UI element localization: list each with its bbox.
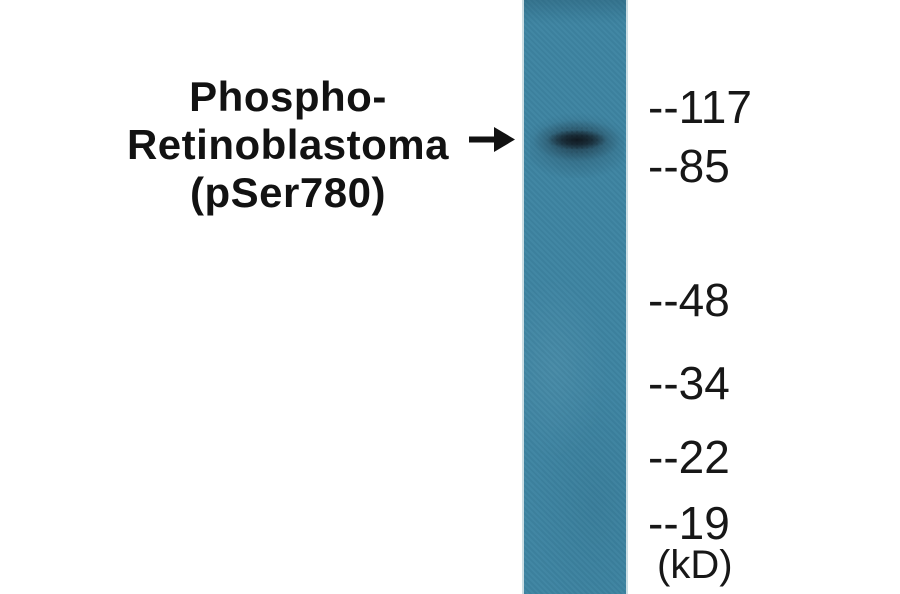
marker-48: --48 <box>648 274 730 326</box>
protein-band <box>530 106 624 178</box>
marker-19: --19 <box>648 497 730 549</box>
blot-lane <box>522 0 628 594</box>
arrow-right-icon <box>469 127 515 152</box>
marker-22: --22 <box>648 431 730 483</box>
antibody-label: Phospho- Retinoblastoma (pSer780) <box>98 73 478 217</box>
marker-117: --117 <box>648 81 752 133</box>
unit-label-kd: (kD) <box>657 543 733 587</box>
marker-34: --34 <box>648 357 730 409</box>
marker-85: --85 <box>648 140 730 192</box>
antibody-label-line-3: (pSer780) <box>190 169 386 216</box>
protein-band-stipple <box>530 106 624 178</box>
antibody-label-line-2: Retinoblastoma <box>126 121 450 168</box>
antibody-label-line-1: Phospho- <box>189 73 387 120</box>
